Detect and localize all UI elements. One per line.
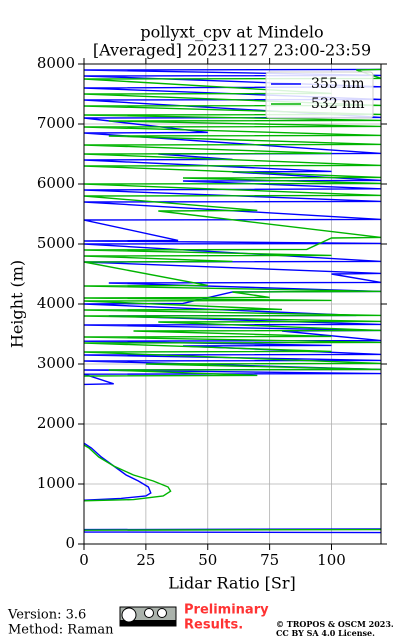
y-tick-label: 3000 [37,354,75,372]
ticks: 0 25 50 75 100010002000300040005000600070008… [37,54,387,569]
x-tick-label: 75 [260,551,279,569]
license: CC BY SA 4.0 License. [276,628,375,638]
y-tick-label: 1000 [37,474,75,492]
y-tick-label: 6000 [37,174,75,192]
legend-label: 532 nm [311,96,364,112]
y-axis-label: Height (m) [8,260,27,348]
chart-title: pollyxt_cpv at Mindelo [140,23,323,42]
y-tick-label: 8000 [37,54,75,72]
x-tick-label: 0 [79,551,89,569]
y-tick-label: 5000 [37,234,75,252]
x-tick-label: 100 [317,551,346,569]
legend-label: 355 nm [311,76,364,92]
profile-line [84,68,381,531]
x-tick-label: 50 [198,551,217,569]
status: Results. [184,618,243,633]
status: Preliminary [184,603,269,618]
chart-subtitle: [Averaged] 20231127 23:00-23:59 [93,41,371,60]
version: Version: 3.6 [7,608,86,623]
x-axis-label: Lidar Ratio [Sr] [168,574,296,593]
y-tick-label: 2000 [37,414,75,432]
legend: 355 nm 532 nm [265,71,374,119]
y-tick-label: 0 [65,534,75,552]
cc-logo [119,606,177,627]
copyright: © TROPOS & OSCM 2023. [276,619,394,629]
x-tick-label: 25 [136,551,155,569]
y-tick-label: 4000 [37,294,75,312]
plot-lines [84,68,381,534]
y-tick-label: 7000 [37,114,75,132]
method: Method: Raman [8,623,114,638]
